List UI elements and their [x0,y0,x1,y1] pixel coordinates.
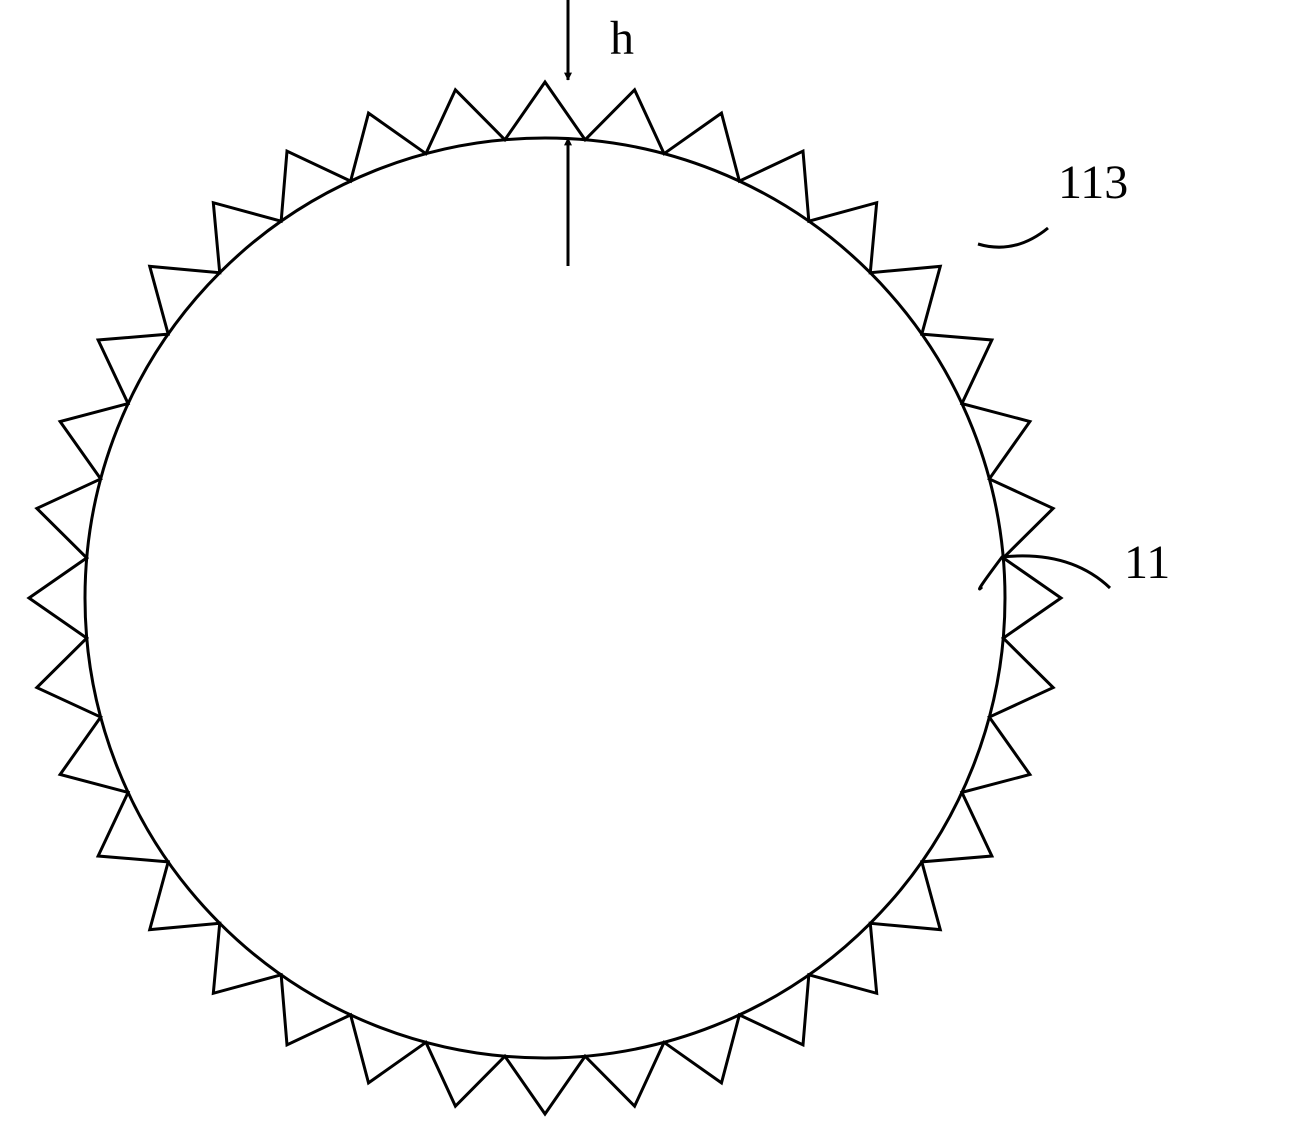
teeth-outline [29,82,1061,1114]
leader-11 [980,556,1111,589]
label-11: 11 [1124,536,1170,589]
dim-h-label: h [610,12,634,65]
diagram-svg: h 113 11 [0,0,1289,1131]
leader-113 [978,228,1048,247]
label-113: 113 [1058,156,1128,209]
base-circle [85,138,1005,1058]
diagram-stage: h 113 11 [0,0,1289,1131]
